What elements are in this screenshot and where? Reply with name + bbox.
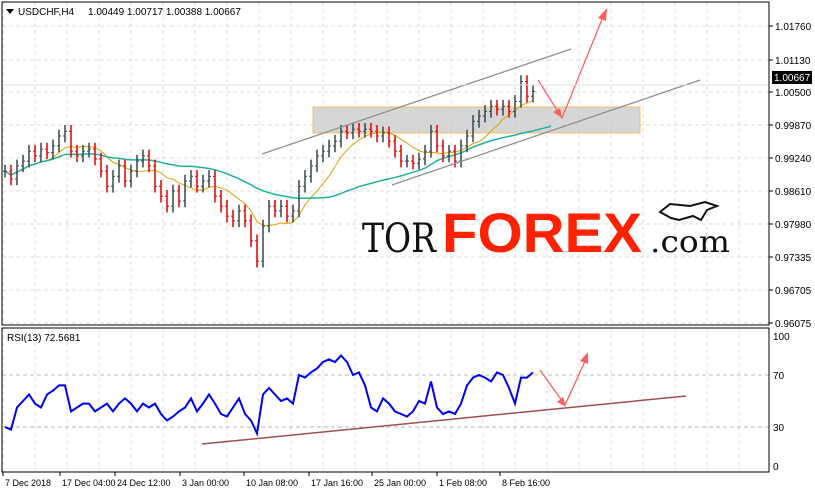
main-frame xyxy=(1,1,770,326)
current-price-badge xyxy=(772,71,812,84)
time-tick-label: 3 Jan 00:00 xyxy=(182,478,229,488)
rsi-line xyxy=(4,354,534,437)
price-tick-label: 1.01760 xyxy=(775,22,812,33)
price-tick-label: 1.01130 xyxy=(775,56,811,67)
rsi-tick-label: 30 xyxy=(773,423,785,434)
rsi-grid xyxy=(2,328,769,472)
time-tick-label: 1 Feb 08:00 xyxy=(439,478,487,488)
price-tick-label: 0.99240 xyxy=(775,154,812,165)
logo-tor: TOR xyxy=(362,216,438,262)
price-tick-label: 0.97335 xyxy=(775,253,812,264)
arrow-head-up xyxy=(598,8,607,21)
arrow-head-down xyxy=(553,108,562,118)
time-tick-label: 17 Jan 16:00 xyxy=(311,478,363,488)
time-tick-label: 8 Feb 16:00 xyxy=(502,478,550,488)
rsi-label: RSI(13) 72.5681 xyxy=(7,333,81,344)
forecast-arrow xyxy=(537,11,606,120)
rsi-arrow-head-down xyxy=(557,397,566,407)
logo-com: .com xyxy=(650,225,730,260)
torforex-logo: TOR FOREX .com xyxy=(362,200,730,264)
ma-slow-line xyxy=(4,125,552,200)
support-zone xyxy=(312,106,641,134)
rsi-tick-label: 0 xyxy=(773,462,779,473)
price-bars xyxy=(3,75,535,268)
price-tick-label: 0.99870 xyxy=(775,121,812,132)
price-tick-label: 0.96075 xyxy=(775,319,812,330)
price-tick-label: 0.98610 xyxy=(775,187,812,198)
time-tick-label: 17 Dec 04:00 xyxy=(62,478,116,488)
rsi-trend-line[interactable] xyxy=(201,395,687,445)
ohlc-values: 1.00449 1.00717 1.00388 1.00667 xyxy=(88,7,241,18)
price-axis: 1.01760 1.01130 1.00500 0.99870 0.99240 0.986… xyxy=(769,22,812,330)
logo-forex: FOREX xyxy=(442,201,642,264)
time-tick-label: 7 Dec 2018 xyxy=(5,478,51,488)
time-axis: 7 Dec 2018 17 Dec 04:00 24 Dec 12:00 3 Jan … xyxy=(2,472,550,488)
rsi-frame xyxy=(1,327,770,473)
rsi-arrow-head-up xyxy=(580,352,588,364)
current-price-label: 1.00667 xyxy=(774,73,811,84)
rsi-tick-label: 100 xyxy=(773,332,790,343)
rsi-axis: 100 70 30 0 xyxy=(773,332,790,473)
time-tick-label: 10 Jan 08:00 xyxy=(246,478,298,488)
channel-lower-line[interactable] xyxy=(391,79,701,186)
time-tick-label: 24 Dec 12:00 xyxy=(117,478,171,488)
symbol-label: USDCHF,H4 xyxy=(18,7,75,18)
rsi-tick-label: 70 xyxy=(773,371,785,382)
price-tick-label: 0.96705 xyxy=(775,286,812,297)
time-tick-label: 25 Jan 00:00 xyxy=(374,478,426,488)
price-tick-label: 0.97980 xyxy=(775,220,812,231)
channel-upper-line[interactable] xyxy=(261,48,572,155)
bull-icon xyxy=(658,200,720,222)
price-tick-label: 1.00500 xyxy=(775,88,812,99)
dropdown-arrow-icon[interactable] xyxy=(6,9,14,14)
